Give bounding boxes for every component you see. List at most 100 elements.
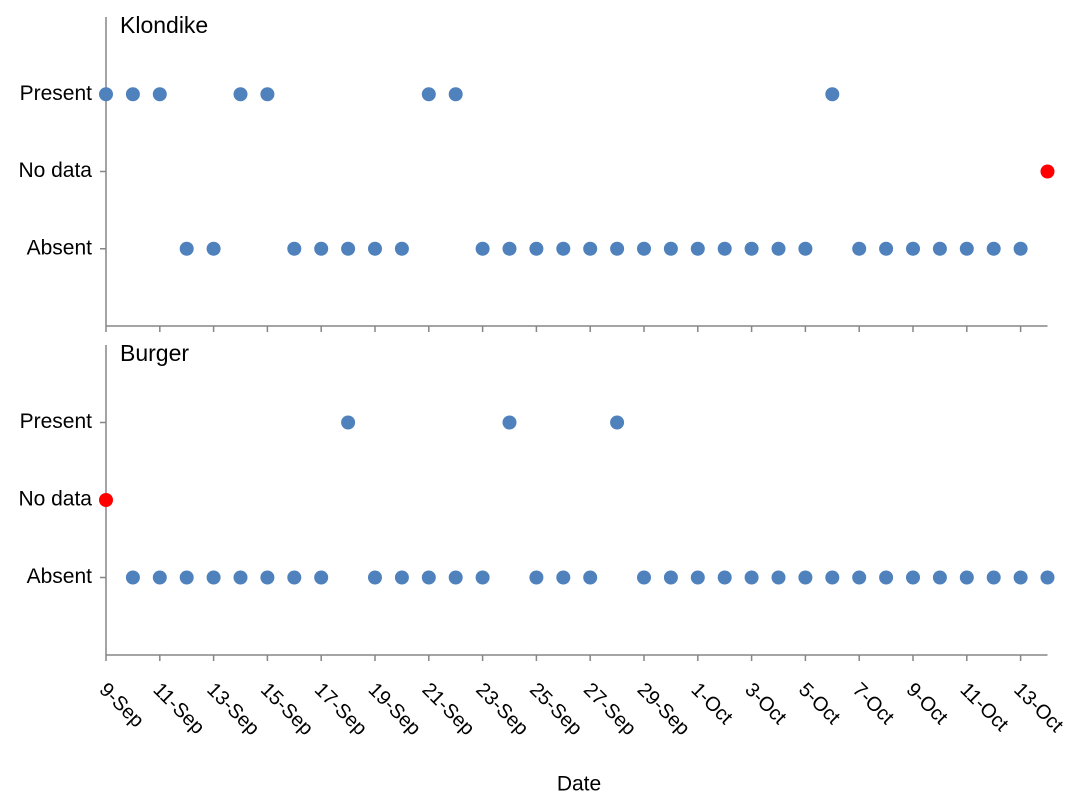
y-tick-label: No data (18, 159, 92, 182)
x-tick-label: 11-Oct (956, 679, 1013, 736)
data-point (502, 415, 517, 430)
x-tick-label: 5-Oct (794, 679, 844, 729)
panel-title: Burger (120, 340, 189, 366)
x-tick-label: 27-Sep (579, 679, 640, 740)
data-point (152, 87, 167, 102)
data-point (771, 570, 786, 585)
data-point (986, 241, 1001, 256)
y-tick-label: Absent (27, 236, 93, 259)
data-point (502, 241, 517, 256)
x-tick-label: 3-Oct (740, 679, 790, 729)
data-point (825, 570, 840, 585)
data-point (1040, 164, 1055, 179)
data-point (394, 241, 409, 256)
data-point (99, 493, 113, 507)
data-point (341, 415, 356, 430)
data-point (421, 570, 436, 585)
x-tick-label: 9-Oct (902, 679, 952, 729)
data-point (717, 570, 732, 585)
data-point (852, 570, 867, 585)
data-point (583, 241, 598, 256)
data-point (610, 415, 625, 430)
data-point (287, 570, 302, 585)
data-point (206, 570, 221, 585)
data-point (287, 241, 302, 256)
data-point (260, 570, 275, 585)
data-point (663, 570, 678, 585)
data-point (583, 570, 598, 585)
data-point (717, 241, 732, 256)
data-point (152, 570, 167, 585)
data-point (906, 241, 920, 256)
y-tick-label: Absent (27, 565, 93, 588)
data-point (690, 241, 705, 256)
x-tick-label: 17-Sep (310, 679, 371, 740)
x-tick-label: 19-Sep (364, 679, 425, 740)
data-point (368, 570, 382, 585)
data-point (421, 87, 436, 102)
data-point (1013, 570, 1028, 585)
data-point (663, 241, 678, 256)
data-point (610, 241, 625, 256)
x-tick-label: 13-Sep (202, 679, 263, 740)
data-point (852, 241, 867, 256)
data-point (99, 87, 113, 102)
data-point (475, 570, 490, 585)
data-point (959, 570, 974, 585)
y-tick-label: No data (18, 488, 92, 511)
y-tick-label: Present (20, 410, 93, 433)
x-tick-label: 23-Sep (471, 679, 532, 740)
data-point (556, 241, 571, 256)
y-tick-label: Present (20, 82, 93, 105)
x-tick-label: 21-Sep (418, 679, 479, 740)
data-point (798, 241, 813, 256)
panel-title: Klondike (120, 12, 208, 38)
data-point (637, 241, 651, 256)
data-point (932, 241, 947, 256)
x-tick-label: 25-Sep (525, 679, 586, 740)
data-point (341, 241, 356, 256)
x-tick-label: 11-Sep (149, 679, 209, 739)
data-point (529, 241, 544, 256)
data-point (233, 87, 248, 102)
data-point (260, 87, 275, 102)
x-tick-label: 15-Sep (256, 679, 317, 740)
data-point (825, 87, 840, 102)
data-point (394, 570, 409, 585)
x-tick-label: 7-Oct (848, 679, 898, 729)
data-point (125, 87, 140, 102)
data-point (1040, 570, 1055, 585)
data-point (556, 570, 571, 585)
data-point (744, 570, 759, 585)
data-point (206, 241, 221, 256)
data-point (314, 570, 329, 585)
data-point (932, 570, 947, 585)
data-point (529, 570, 544, 585)
data-point (1013, 241, 1028, 256)
data-point (879, 241, 894, 256)
x-tick-label: 29-Sep (633, 679, 694, 740)
data-point (448, 87, 463, 102)
x-tick-label: 1-Oct (687, 679, 737, 729)
data-point (744, 241, 759, 256)
data-point (637, 570, 651, 585)
data-point (314, 241, 329, 256)
data-point (690, 570, 705, 585)
data-point (233, 570, 248, 585)
data-point (959, 241, 974, 256)
data-point (771, 241, 786, 256)
data-point (879, 570, 894, 585)
x-tick-label: 13-Oct (1009, 679, 1067, 737)
data-point (448, 570, 463, 585)
data-point (475, 241, 490, 256)
data-point (125, 570, 140, 585)
x-axis-title: Date (557, 773, 601, 796)
data-point (986, 570, 1001, 585)
x-tick-label: 9-Sep (95, 679, 148, 732)
data-point (179, 570, 194, 585)
data-point (179, 241, 194, 256)
data-point (906, 570, 920, 585)
data-point (368, 241, 382, 256)
data-point (798, 570, 813, 585)
